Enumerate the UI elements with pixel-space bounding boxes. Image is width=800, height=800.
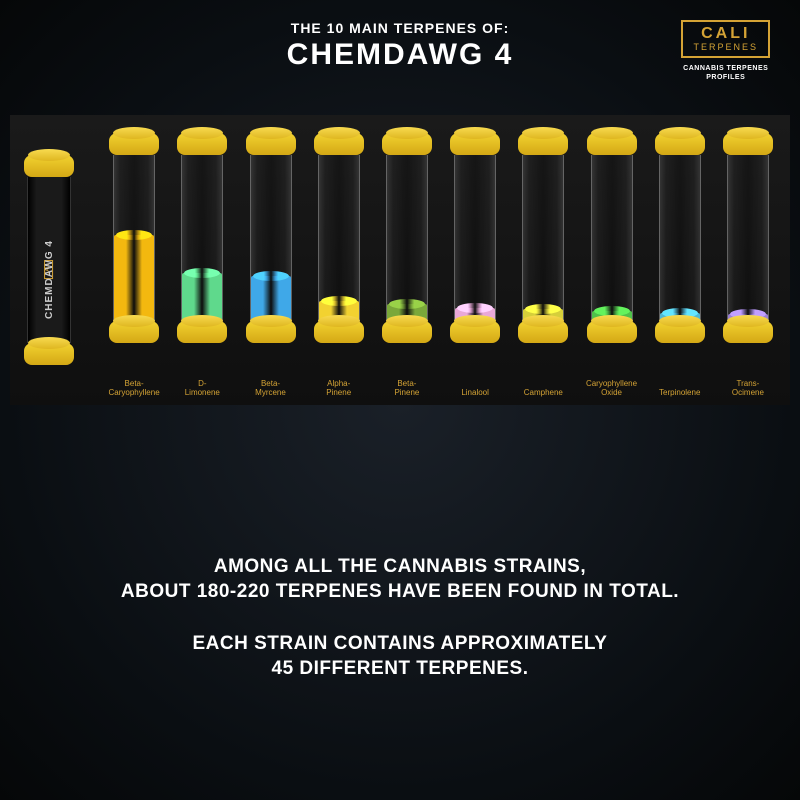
tube <box>518 133 568 343</box>
tube <box>177 133 227 343</box>
tube-cap-icon <box>109 321 159 343</box>
tube-cap-icon <box>246 321 296 343</box>
tube-body <box>454 155 496 321</box>
terpene-tube: Beta-Pinene <box>379 133 435 365</box>
tube-cap-icon <box>723 321 773 343</box>
tube-body <box>522 155 564 321</box>
tube-body <box>591 155 633 321</box>
tube-cap-icon <box>655 133 705 155</box>
tube-body <box>386 155 428 321</box>
product-name-label: CHEMDAWG 4 <box>44 240 55 319</box>
terpene-tube: Beta-Caryophyllene <box>106 133 162 365</box>
logo-text-1: CALI <box>693 26 758 42</box>
tube <box>450 133 500 343</box>
brand-logo: CALI TERPENES CANNABIS TERPENES PROFILES <box>681 20 770 82</box>
header-subtitle: THE 10 MAIN TERPENES OF: <box>0 20 800 36</box>
footer-line-2: EACH STRAIN CONTAINS APPROXIMATELY 45 DI… <box>50 632 750 681</box>
terpene-tube: Terpinolene <box>652 133 708 365</box>
tube <box>723 133 773 343</box>
header-title: CHEMDAWG 4 <box>0 38 800 72</box>
tube <box>587 133 637 343</box>
tube-body <box>659 155 701 321</box>
tube <box>655 133 705 343</box>
tube-cap-icon <box>177 133 227 155</box>
tube-body <box>727 155 769 321</box>
tube-cap-icon <box>723 133 773 155</box>
terpene-label: D-Limonene <box>172 379 232 397</box>
tube-body <box>113 155 155 321</box>
terpene-label: Trans-Ocimene <box>718 379 778 397</box>
vial-cap-icon <box>24 343 74 365</box>
terpene-label: CaryophylleneOxide <box>582 379 642 397</box>
logo-text-2: TERPENES <box>693 42 758 52</box>
terpene-tube: Trans-Ocimene <box>720 133 776 365</box>
tube <box>109 133 159 343</box>
terpene-label: Beta-Myrcene <box>241 379 301 397</box>
tube-cap-icon <box>177 321 227 343</box>
terpene-tube: Linalool <box>447 133 503 365</box>
tube-body <box>250 155 292 321</box>
tube-cap-icon <box>587 133 637 155</box>
tube-cap-icon <box>314 133 364 155</box>
terpene-tube: Alpha-Pinene <box>311 133 367 365</box>
tube <box>382 133 432 343</box>
tube-fill <box>182 273 222 321</box>
tube <box>314 133 364 343</box>
terpene-label: Camphene <box>513 388 573 397</box>
tubes-row: Beta-CaryophylleneD-LimoneneBeta-Myrcene… <box>106 133 776 365</box>
terpene-label: Beta-Caryophyllene <box>104 379 164 397</box>
tube-body <box>181 155 223 321</box>
terpene-chart: CALI CHEMDAWG 4 Beta-CaryophylleneD-Limo… <box>10 115 790 405</box>
logo-box: CALI TERPENES <box>681 20 770 58</box>
tube-cap-icon <box>450 133 500 155</box>
terpene-tube: Camphene <box>515 133 571 365</box>
tube-cap-icon <box>518 321 568 343</box>
product-body: CALI CHEMDAWG 4 <box>27 177 71 343</box>
tube-fill <box>114 235 154 321</box>
tube <box>246 133 296 343</box>
terpene-tube: Beta-Myrcene <box>242 133 298 365</box>
terpene-label: Terpinolene <box>650 388 710 397</box>
tube-cap-icon <box>314 321 364 343</box>
tube-cap-icon <box>450 321 500 343</box>
footer-line-1: AMONG ALL THE CANNABIS STRAINS, ABOUT 18… <box>50 555 750 604</box>
tube-cap-icon <box>655 321 705 343</box>
terpene-tube: D-Limonene <box>174 133 230 365</box>
tube-cap-icon <box>518 133 568 155</box>
tube-cap-icon <box>587 321 637 343</box>
tube-cap-icon <box>246 133 296 155</box>
tube-cap-icon <box>382 321 432 343</box>
tube-body <box>318 155 360 321</box>
tube-cap-icon <box>382 133 432 155</box>
header: THE 10 MAIN TERPENES OF: CHEMDAWG 4 <box>0 20 800 72</box>
logo-tagline: CANNABIS TERPENES PROFILES <box>681 64 770 82</box>
terpene-label: Beta-Pinene <box>377 379 437 397</box>
terpene-label: Alpha-Pinene <box>309 379 369 397</box>
terpene-label: Linalool <box>445 388 505 397</box>
tube-cap-icon <box>109 133 159 155</box>
vial-cap-icon <box>24 155 74 177</box>
footer-text: AMONG ALL THE CANNABIS STRAINS, ABOUT 18… <box>0 555 800 682</box>
product-vial: CALI CHEMDAWG 4 <box>24 155 74 365</box>
terpene-tube: CaryophylleneOxide <box>583 133 639 365</box>
